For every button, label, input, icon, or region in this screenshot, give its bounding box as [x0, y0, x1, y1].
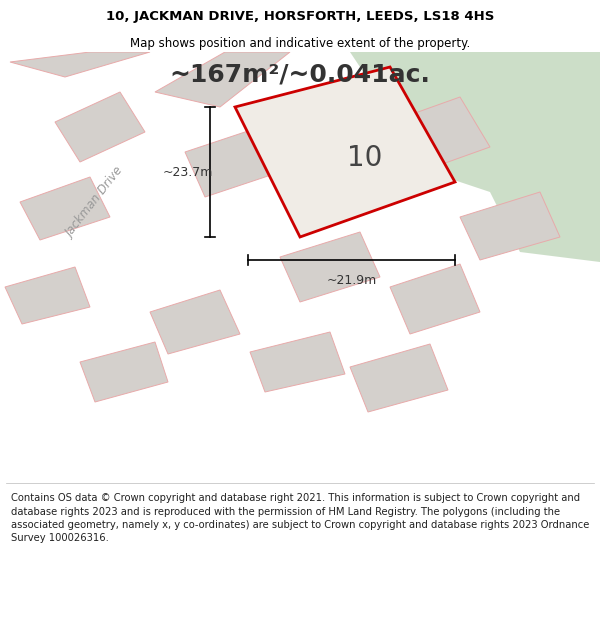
Polygon shape: [80, 342, 168, 402]
Polygon shape: [235, 67, 455, 237]
Polygon shape: [340, 52, 600, 262]
Polygon shape: [155, 52, 290, 107]
Polygon shape: [55, 92, 145, 162]
Polygon shape: [30, 52, 200, 482]
Polygon shape: [460, 192, 560, 260]
Text: 10: 10: [347, 144, 383, 172]
Text: ~23.7m: ~23.7m: [163, 166, 213, 179]
Polygon shape: [10, 52, 150, 77]
Polygon shape: [390, 264, 480, 334]
Polygon shape: [185, 127, 280, 197]
Polygon shape: [5, 267, 90, 324]
Text: Contains OS data © Crown copyright and database right 2021. This information is : Contains OS data © Crown copyright and d…: [11, 494, 589, 543]
Text: ~167m²/~0.041ac.: ~167m²/~0.041ac.: [170, 63, 430, 87]
Text: Map shows position and indicative extent of the property.: Map shows position and indicative extent…: [130, 38, 470, 51]
Polygon shape: [20, 177, 110, 240]
Polygon shape: [390, 97, 490, 172]
Text: 10, JACKMAN DRIVE, HORSFORTH, LEEDS, LS18 4HS: 10, JACKMAN DRIVE, HORSFORTH, LEEDS, LS1…: [106, 11, 494, 23]
Text: ~21.9m: ~21.9m: [326, 274, 377, 286]
Polygon shape: [150, 290, 240, 354]
Polygon shape: [350, 344, 448, 412]
Polygon shape: [250, 332, 345, 392]
Polygon shape: [280, 232, 380, 302]
Text: Jackman Drive: Jackman Drive: [64, 164, 127, 239]
